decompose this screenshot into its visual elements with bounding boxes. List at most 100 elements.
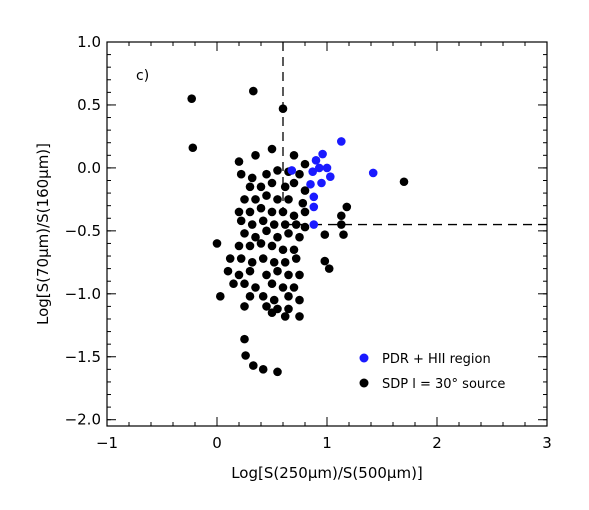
data-point-sdp-l-30-source bbox=[278, 207, 288, 217]
y-tick-label: 1.0 bbox=[77, 33, 101, 51]
data-point-sdp-l-30-source bbox=[245, 266, 255, 276]
y-axis-title: Log[S(70µm)/S(160µm)] bbox=[34, 143, 52, 325]
data-point-pdr-hii-region bbox=[326, 172, 335, 182]
x-tick-label: 0 bbox=[212, 434, 222, 452]
data-point-sdp-l-30-source bbox=[289, 211, 299, 221]
legend-label-pdr-hii-region: PDR + HII region bbox=[382, 352, 491, 367]
data-point-sdp-l-30-source bbox=[188, 143, 198, 153]
data-point-sdp-l-30-source bbox=[258, 365, 268, 374]
data-point-pdr-hii-region bbox=[317, 178, 326, 188]
data-point-sdp-l-30-source bbox=[258, 254, 268, 263]
data-point-sdp-l-30-source bbox=[212, 239, 222, 248]
data-point-sdp-l-30-source bbox=[240, 195, 249, 204]
data-point-sdp-l-30-source bbox=[300, 222, 310, 232]
data-point-sdp-l-30-source bbox=[280, 312, 290, 321]
data-point-sdp-l-30-source bbox=[267, 178, 277, 188]
data-point-sdp-l-30-source bbox=[247, 258, 257, 267]
data-point-sdp-l-30-source bbox=[289, 178, 299, 188]
legend-label-sdp-l-30-source: SDP l = 30° source bbox=[382, 377, 505, 392]
data-point-sdp-l-30-source bbox=[284, 292, 293, 301]
x-tick-label: 2 bbox=[432, 434, 442, 452]
data-point-sdp-l-30-source bbox=[256, 203, 266, 213]
data-point-sdp-l-30-source bbox=[262, 302, 271, 311]
data-point-pdr-hii-region bbox=[287, 166, 297, 175]
data-point-sdp-l-30-source bbox=[249, 361, 258, 370]
data-point-sdp-l-30-source bbox=[267, 308, 277, 317]
data-point-sdp-l-30-source bbox=[280, 258, 290, 267]
data-point-sdp-l-30-source bbox=[280, 182, 290, 192]
data-point-sdp-l-30-source bbox=[291, 254, 301, 263]
data-point-sdp-l-30-source bbox=[258, 292, 268, 301]
y-tick-label: 0.5 bbox=[77, 96, 101, 114]
data-point-sdp-l-30-source bbox=[278, 104, 288, 114]
data-point-sdp-l-30-source bbox=[284, 270, 293, 280]
data-point-sdp-l-30-source bbox=[273, 166, 282, 175]
data-point-sdp-l-30-source bbox=[289, 245, 299, 255]
data-point-sdp-l-30-source bbox=[280, 220, 290, 229]
data-point-sdp-l-30-source bbox=[245, 241, 255, 251]
data-point-sdp-l-30-source bbox=[284, 304, 293, 314]
data-point-sdp-l-30-source bbox=[269, 258, 279, 267]
legend-marker-pdr-hii-region bbox=[359, 353, 369, 363]
data-point-sdp-l-30-source bbox=[320, 230, 330, 239]
data-point-pdr-hii-region bbox=[322, 163, 332, 173]
data-point-sdp-l-30-source bbox=[229, 279, 238, 289]
y-tick-label: −2.0 bbox=[65, 411, 101, 429]
data-point-sdp-l-30-source bbox=[234, 207, 244, 217]
data-point-sdp-l-30-source bbox=[295, 232, 304, 242]
x-tick-label: 3 bbox=[542, 434, 552, 452]
data-point-sdp-l-30-source bbox=[262, 169, 271, 179]
data-point-sdp-l-30-source bbox=[284, 229, 293, 238]
y-tick-label: −0.5 bbox=[65, 222, 101, 240]
y-tick-label: 0.0 bbox=[77, 159, 101, 177]
x-tick-label: 1 bbox=[322, 434, 332, 452]
data-point-sdp-l-30-source bbox=[300, 186, 310, 195]
data-point-sdp-l-30-source bbox=[295, 270, 304, 280]
data-point-sdp-l-30-source bbox=[342, 202, 352, 212]
data-point-sdp-l-30-source bbox=[251, 232, 260, 242]
x-tick-label: −1 bbox=[96, 434, 118, 452]
data-point-sdp-l-30-source bbox=[240, 302, 249, 311]
data-point-sdp-l-30-source bbox=[216, 292, 225, 301]
data-point-sdp-l-30-source bbox=[295, 295, 304, 305]
data-point-sdp-l-30-source bbox=[262, 226, 271, 236]
data-point-sdp-l-30-source bbox=[251, 283, 260, 292]
data-point-pdr-hii-region bbox=[309, 202, 319, 212]
data-point-sdp-l-30-source bbox=[273, 266, 282, 276]
data-point-sdp-l-30-source bbox=[337, 220, 346, 229]
data-point-sdp-l-30-source bbox=[295, 169, 304, 179]
data-point-sdp-l-30-source bbox=[298, 198, 308, 208]
data-point-sdp-l-30-source bbox=[300, 159, 310, 169]
data-point-sdp-l-30-source bbox=[320, 256, 330, 266]
data-point-sdp-l-30-source bbox=[267, 279, 277, 289]
data-point-sdp-l-30-source bbox=[251, 195, 260, 204]
data-point-sdp-l-30-source bbox=[234, 157, 244, 166]
data-point-pdr-hii-region bbox=[309, 220, 319, 229]
plot-frame bbox=[106, 41, 548, 427]
data-point-sdp-l-30-source bbox=[269, 220, 279, 229]
data-point-sdp-l-30-source bbox=[245, 182, 255, 192]
data-point-sdp-l-30-source bbox=[267, 207, 277, 217]
data-point-sdp-l-30-source bbox=[240, 229, 249, 238]
data-point-sdp-l-30-source bbox=[273, 195, 282, 204]
data-point-sdp-l-30-source bbox=[251, 151, 260, 160]
legend-marker-sdp-l-30-source bbox=[359, 378, 369, 388]
data-point-sdp-l-30-source bbox=[249, 86, 258, 96]
data-point-sdp-l-30-source bbox=[225, 254, 235, 263]
data-point-sdp-l-30-source bbox=[256, 182, 266, 192]
data-point-sdp-l-30-source bbox=[267, 144, 277, 154]
data-point-sdp-l-30-source bbox=[234, 241, 244, 251]
data-point-sdp-l-30-source bbox=[262, 191, 271, 200]
data-point-pdr-hii-region bbox=[311, 156, 321, 165]
data-point-sdp-l-30-source bbox=[284, 195, 293, 204]
data-point-sdp-l-30-source bbox=[269, 295, 279, 305]
data-point-sdp-l-30-source bbox=[240, 279, 249, 289]
data-point-sdp-l-30-source bbox=[273, 232, 282, 242]
data-point-sdp-l-30-source bbox=[223, 266, 233, 276]
panel-label: c) bbox=[136, 68, 149, 84]
x-axis-title: Log[S(250µm)/S(500µm)] bbox=[231, 464, 423, 482]
data-point-sdp-l-30-source bbox=[289, 283, 299, 292]
data-point-sdp-l-30-source bbox=[245, 292, 255, 301]
data-point-pdr-hii-region bbox=[368, 168, 378, 178]
